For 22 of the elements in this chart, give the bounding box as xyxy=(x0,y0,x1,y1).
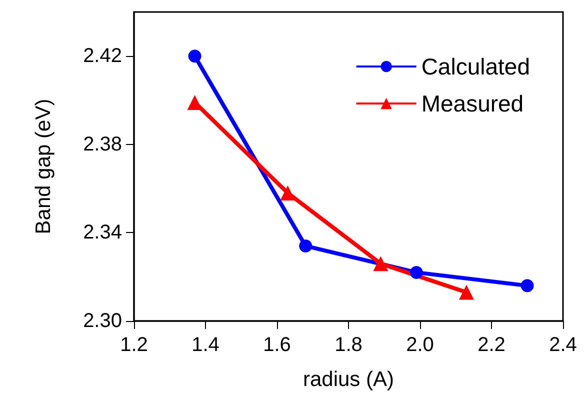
point xyxy=(410,266,423,279)
x-tick-label: 1.2 xyxy=(120,334,148,356)
point xyxy=(299,239,312,252)
point xyxy=(520,279,534,292)
y-axis-title: Band gap (eV) xyxy=(32,98,55,234)
point xyxy=(458,284,474,300)
x-tick-label: 2.2 xyxy=(478,334,506,356)
point xyxy=(373,256,388,272)
x-tick-label: 2.4 xyxy=(549,334,577,356)
point xyxy=(280,185,296,200)
y-tick-label: 2.34 xyxy=(83,222,122,244)
x-tick-label: 2.0 xyxy=(406,334,434,356)
y-tick-label: 2.38 xyxy=(83,133,122,156)
x-tick-label: 1.4 xyxy=(192,334,220,356)
y-tick-label: 2.42 xyxy=(83,45,122,68)
legend-label: Measured xyxy=(421,90,524,116)
x-axis-title: radius (A) xyxy=(302,368,394,391)
point xyxy=(188,50,202,63)
y-tick-label: 2.30 xyxy=(83,310,122,332)
legend-label: Calculated xyxy=(421,54,530,80)
x-tick-label: 1.8 xyxy=(334,334,362,356)
x-tick-label: 1.6 xyxy=(263,334,291,356)
